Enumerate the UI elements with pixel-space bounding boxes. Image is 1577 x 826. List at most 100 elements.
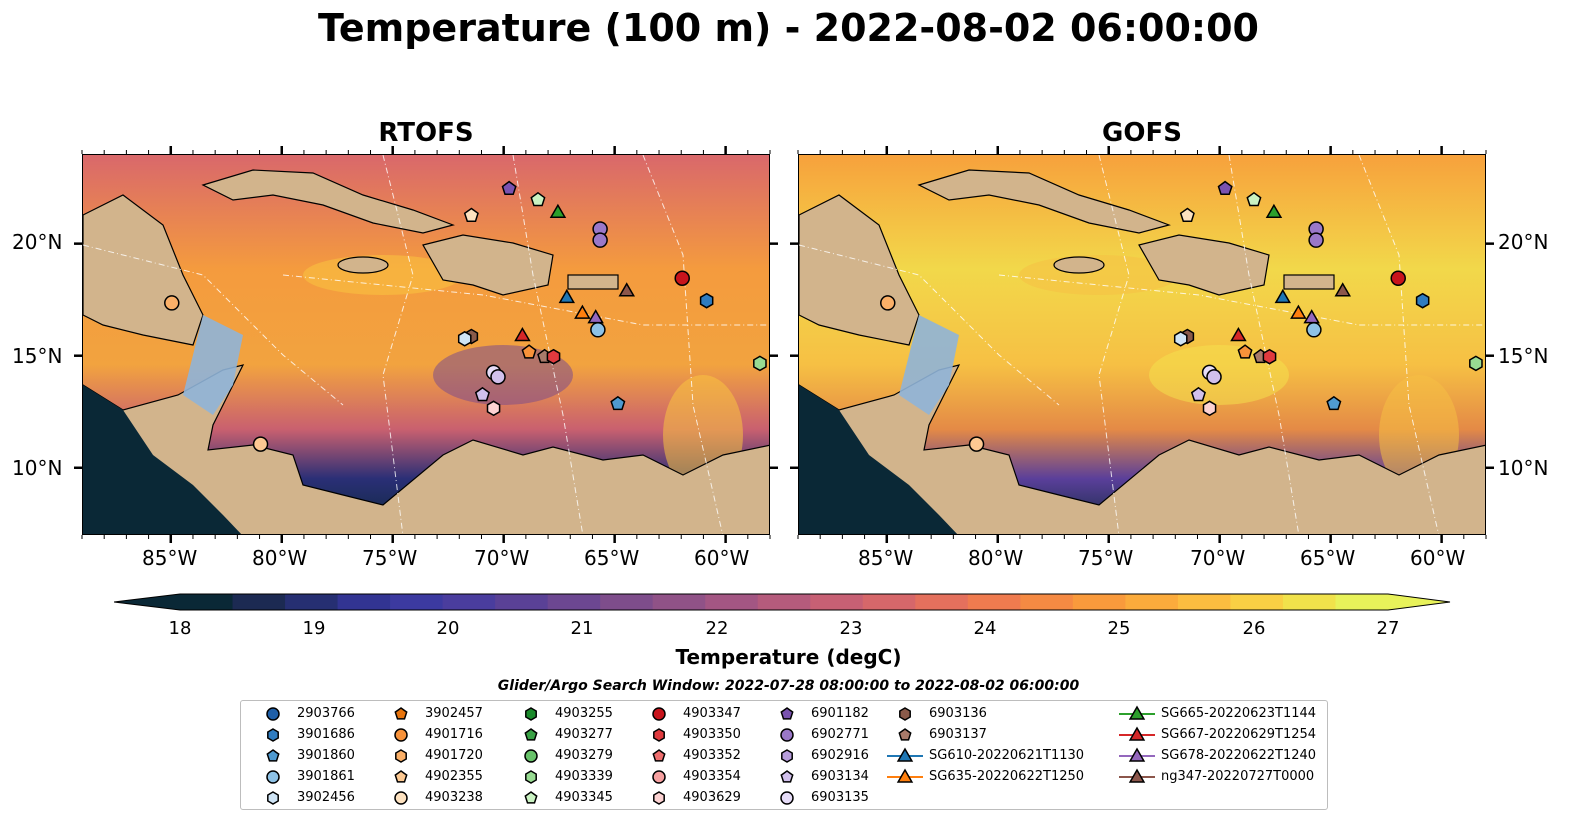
legend-item-label: 6903135 [811,790,869,805]
circle-marker-icon [780,728,794,742]
float-marker-4903238 [968,436,985,452]
pentagon-marker-icon [524,791,538,804]
float-marker-3902456 [1179,207,1195,222]
pentagon-marker-icon [780,707,794,720]
float-marker-4903629 [1202,400,1217,417]
float-marker-3901860 [1326,395,1342,411]
hexagon-marker-icon [781,749,793,763]
figure-title: Temperature (100 m) - 2022-08-02 06:00:0… [317,6,1259,50]
colorbar-segment [1125,594,1179,610]
circle-marker-icon [780,791,794,805]
lon-tick-label: 60°W [1410,546,1466,570]
cuba-island [201,169,455,234]
triangle-marker-icon [1128,768,1146,783]
colorbar-tick-label: 25 [1107,618,1131,639]
float-marker-3901861 [1306,322,1322,338]
legend-item-label: ng347-20220727T0000 [1161,769,1315,784]
lat-tick-label: 15°N [12,344,63,368]
hexagon-marker-icon [653,791,665,805]
colorbar-segment [1072,594,1126,610]
lon-tick-label: 70°W [474,546,530,570]
float-marker-SG667-20220629T1254 [514,327,531,342]
colorbar-segment [967,594,1021,610]
float-marker-4903339 [1469,355,1483,372]
lat-tick-label: 15°N [1498,344,1549,368]
hexagon-marker-icon [267,791,279,805]
legend-item-label: SG665-20220623T1144 [1161,706,1317,721]
colorbar-segment [862,594,916,610]
circle-marker-icon [652,707,666,721]
hexagon-marker-icon [525,707,537,721]
legend-item-label: 6901182 [811,706,869,721]
legend-item-label: 4902355 [425,769,483,784]
hexagon-marker-icon [899,707,911,721]
colorbar-segment [442,594,496,610]
eez-boundary-line [1098,155,1130,534]
hexagon-marker-icon [525,770,537,784]
legend-item-label: 4903354 [683,769,741,784]
colorbar-tick-label: 21 [570,618,594,639]
colorbar-segment [600,594,654,610]
colorbar-segment [810,594,864,610]
pentagon-marker-icon [524,728,538,741]
legend-item-label: 4901716 [425,727,483,742]
lon-tick-label: 85°W [858,546,914,570]
float-marker-4903347 [1390,270,1406,287]
lon-tick-label: 65°W [1300,546,1356,570]
triangle-marker-icon [1119,705,1155,720]
triangle-marker-icon [1128,726,1146,741]
colorbar-extend-min [114,594,180,610]
legend-item-label: 3901860 [297,748,355,763]
lon-tick-label: 80°W [968,546,1024,570]
eez-boundary-line [1358,155,1440,534]
float-marker-3901686 [1415,292,1430,309]
colorbar-segment [180,594,234,610]
float-marker-4903629 [486,400,501,417]
legend: 2903766 3901686 3901860 3901861 3902456 39024… [240,700,1328,810]
float-marker-4903345 [530,191,546,207]
hexagon-marker-icon [525,770,537,784]
eez-boundary-line [282,274,769,326]
float-marker-4903350 [546,348,561,365]
axis-ticks [74,146,1494,543]
circle-marker-icon [394,728,408,742]
colorbar-segment [915,594,969,610]
circle-marker-icon [524,749,538,763]
triangle-marker-icon [1119,726,1155,741]
colorbar-segment [1020,594,1074,610]
float-marker-4903339 [753,355,767,372]
triangle-marker-icon [896,768,914,783]
circle-marker-icon [394,791,408,805]
lon-tick-label: 80°W [252,546,308,570]
legend-item-label: 2903766 [297,706,355,721]
legend-item-label: 4901720 [425,748,483,763]
colorbar-segment [1282,594,1336,610]
legend-item-label: SG678-20220622T1240 [1161,748,1317,763]
pentagon-marker-icon [394,707,408,720]
circle-marker-icon [524,749,538,763]
eez-boundary-line [1228,155,1300,534]
triangle-marker-icon [887,747,923,762]
hexagon-marker-icon [395,749,407,763]
legend-item-label: 6903136 [929,706,987,721]
lon-tick-label: 60°W [694,546,750,570]
circle-marker-icon [780,791,794,805]
colorbar-tick-label: 26 [1242,618,1266,639]
hispaniola-island [422,234,554,296]
colorbar-segment [495,594,549,610]
float-marker-3902456 [1173,330,1188,347]
hexagon-marker-icon [267,728,279,742]
pentagon-marker-icon [394,770,408,783]
colorbar-segment [232,594,286,610]
colorbar-label: Temperature (degC) [675,645,902,669]
colorbar-tick-label: 22 [705,618,729,639]
mainland-americas [799,364,1485,534]
triangle-marker-icon [1128,747,1146,762]
lat-tick-label: 10°N [1498,456,1549,480]
hexagon-marker-icon [395,749,407,763]
legend-item-label: 4903277 [555,727,613,742]
circle-marker-icon [266,770,280,784]
puerto-rico-island [567,274,619,290]
float-marker-3901860 [610,395,626,411]
circle-marker-icon [652,707,666,721]
